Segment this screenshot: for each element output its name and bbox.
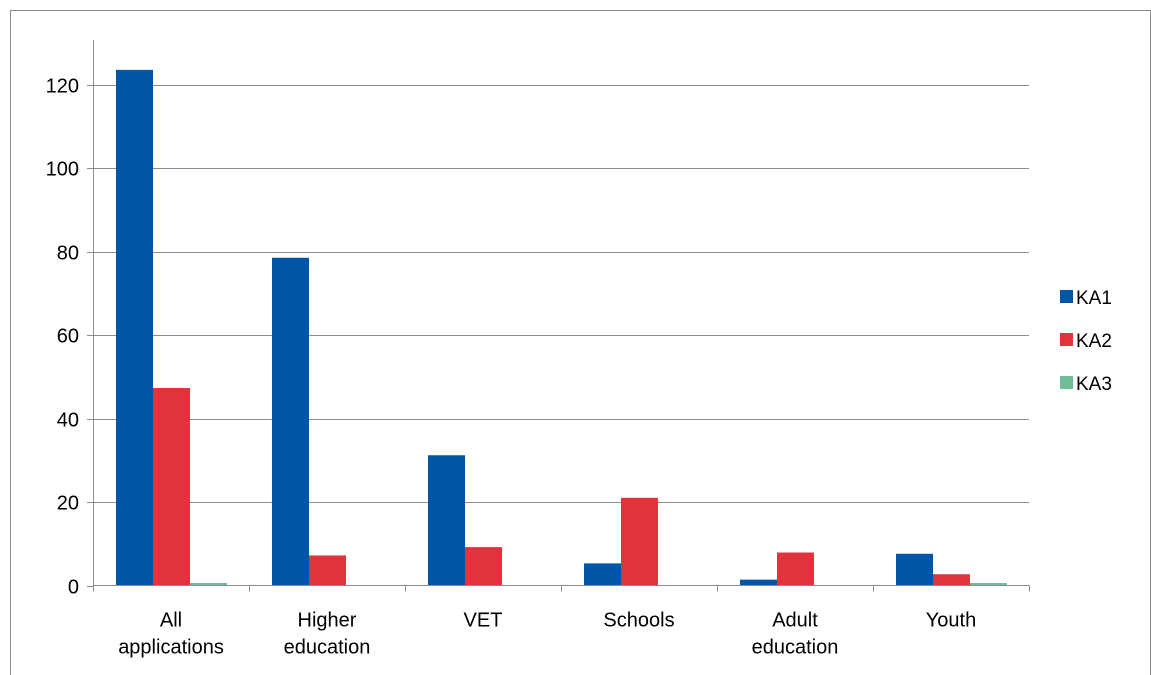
bar-ka1-4 — [740, 579, 777, 586]
bar-ka3-5 — [970, 582, 1007, 586]
bar-ka1-0 — [116, 69, 153, 586]
axes — [87, 40, 1030, 592]
bar-ka2-2 — [465, 547, 502, 586]
y-tick-label: 20 — [57, 493, 79, 515]
x-tick-label: All applications — [118, 610, 224, 659]
legend: KA1 KA2 KA3 — [1060, 288, 1112, 395]
x-tick-labels: All applications Higher education VET Schools… — [118, 610, 976, 659]
chart-border — [10, 10, 1151, 675]
gridlines — [93, 85, 1029, 503]
y-tick-label: 120 — [46, 76, 79, 98]
y-tick-label: 80 — [57, 243, 79, 265]
x-tick-label: VET — [464, 610, 503, 632]
bar-ka2-1 — [309, 555, 346, 586]
bars — [116, 69, 1007, 586]
y-tick-labels: 0 20 40 60 80 100 120 — [46, 76, 79, 599]
x-tick-label: Youth — [926, 610, 976, 632]
bar-ka2-4 — [777, 552, 814, 586]
bar-ka1-1 — [272, 257, 309, 586]
bar-ka1-5 — [896, 553, 933, 586]
legend-label-ka3: KA3 — [1076, 374, 1112, 395]
x-tick-label: Adult education — [752, 610, 839, 659]
x-tick-label: Higher education — [284, 610, 371, 659]
y-tick-label: 0 — [68, 577, 79, 599]
legend-swatch-ka1 — [1060, 290, 1073, 303]
bar-ka3-0 — [190, 582, 227, 586]
bar-ka2-3 — [621, 497, 658, 586]
bar-ka2-5 — [933, 574, 970, 586]
y-tick-label: 60 — [57, 326, 79, 348]
legend-label-ka2: KA2 — [1076, 331, 1112, 352]
y-tick-label: 40 — [57, 410, 79, 432]
bar-ka1-3 — [584, 563, 621, 586]
bar-ka1-2 — [428, 455, 465, 586]
x-tick-label: Schools — [603, 610, 674, 632]
legend-label-ka1: KA1 — [1076, 288, 1112, 309]
legend-swatch-ka3 — [1060, 376, 1073, 389]
bar-ka2-0 — [153, 388, 190, 586]
y-tick-label: 100 — [46, 159, 79, 181]
legend-swatch-ka2 — [1060, 333, 1073, 346]
